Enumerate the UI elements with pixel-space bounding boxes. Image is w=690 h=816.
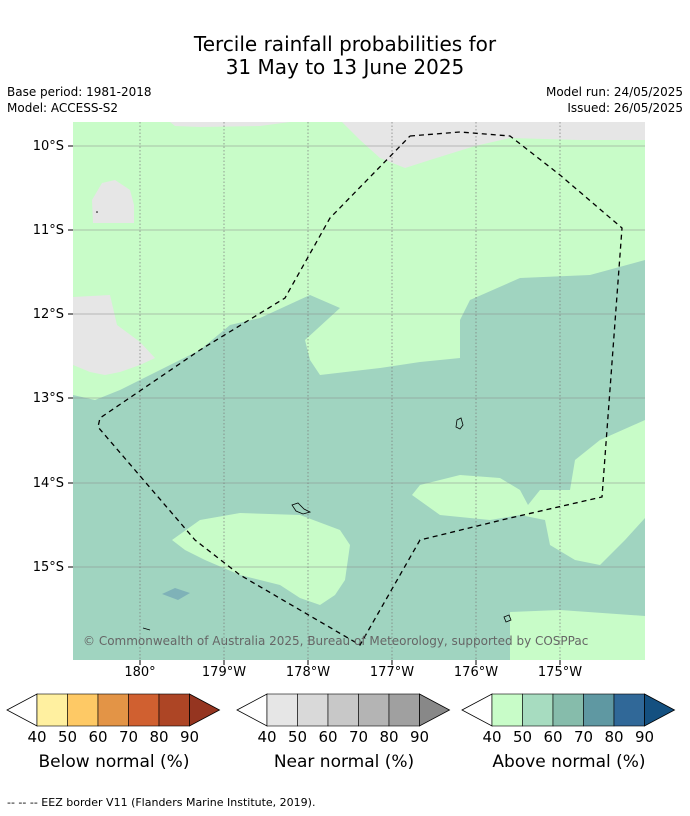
colorbar-extend-low [236,693,268,727]
colorbar-tick-label: 90 [179,728,200,746]
region-near-40-nw [92,180,134,223]
colorbar-segment [297,693,329,727]
lon-label-180: 180° [124,665,156,680]
eez-footnote: -- -- -- EEZ border V11 (Flanders Marine… [7,796,316,809]
copyright-text: © Commonwealth of Australia 2025, Bureau… [83,634,588,648]
colorbar-extend-high [644,693,676,727]
colorbar-extend-high [189,693,221,727]
colorbar-segment [583,693,615,727]
colorbar-tick-label: 80 [379,728,399,746]
region-above-40-east [412,420,645,565]
latitude-gridlines [73,145,645,568]
region-above-40-southeast [510,610,645,660]
colorbar-tick-label: 70 [348,728,369,746]
colorbar-below-normal [6,693,221,727]
colorbar-segment [327,693,359,727]
colorbar-title-near: Near normal (%) [273,752,415,772]
region-above-40-south [172,513,350,605]
map-title-line2: 31 May to 13 June 2025 [225,55,465,79]
lon-label-179w: 179°W [201,665,247,680]
colorbar-tick-label: 60 [88,728,108,746]
colorbar-segment [613,693,645,727]
lat-label-14s: 14°S [32,476,64,491]
colorbar-above-normal [461,693,676,727]
colorbar-segment [552,693,584,727]
island-east [455,417,464,430]
model-name: Model: ACCESS-S2 [7,101,119,115]
colorbar-tick-label: 60 [543,728,563,746]
island-south [291,502,312,515]
colorbar-tick-label: 70 [118,728,139,746]
lon-label-175w: 175°W [537,665,583,680]
colorbar-tick-label: 40 [257,728,277,746]
colorbar-tick-label: 50 [287,728,308,746]
issued-date: Issued: 26/05/2025 [567,101,683,115]
island-southwest [142,627,151,631]
region-near-40-top [170,122,290,127]
lon-label-176w: 176°W [453,665,499,680]
model-run: Model run: 24/05/2025 [545,85,683,99]
region-above-60-patch [162,588,190,600]
colorbar-tick-label: 80 [149,728,169,746]
region-above-40-north [73,122,645,400]
colorbar-tick-label: 90 [409,728,430,746]
colorbar-segment [266,693,298,727]
colorbar-tick-label: 40 [482,728,502,746]
lat-label-15s: 15°S [32,560,64,575]
colorbar-segment [522,693,554,727]
base-period: Base period: 1981-2018 [7,85,152,99]
colorbar-tick-label: 50 [512,728,533,746]
colorbar-extend-high [419,693,451,727]
colorbar-title-below: Below normal (%) [38,752,190,772]
lat-label-13s: 13°S [32,391,64,406]
colorbar-tick-label: 90 [634,728,655,746]
lat-label-12s: 12°S [32,307,64,322]
rainfall-map: © Commonwealth of Australia 2025, Bureau… [68,122,645,665]
longitude-gridlines [139,122,561,660]
region-near-40-west [73,295,155,375]
lon-label-178w: 178°W [285,665,331,680]
eez-border [97,131,623,646]
colorbar-tick-label: 50 [57,728,78,746]
colorbar-title-above: Above normal (%) [492,752,646,772]
colorbar-segment [36,693,68,727]
colorbar-tick-label: 70 [573,728,594,746]
lat-label-10s: 10°S [32,139,64,154]
colorbar-segment [97,693,129,727]
colorbar-tick-label: 60 [318,728,338,746]
region-near-40-top2 [342,122,645,168]
colorbars [6,693,676,727]
colorbar-extend-low [461,693,493,727]
colorbar-extend-low [6,693,38,727]
axis-ticks [68,145,561,665]
colorbar-segment [158,693,190,727]
lon-label-177w: 177°W [369,665,415,680]
map-title-line1: Tercile rainfall probabilities for [193,32,497,56]
colorbar-segment [67,693,99,727]
colorbar-tick-label: 40 [27,728,47,746]
colorbar-segment [388,693,420,727]
colorbar-tick-label: 80 [604,728,624,746]
island-southeast [503,614,512,623]
colorbar-segment [358,693,390,727]
colorbar-segment [128,693,160,727]
island-dot [96,211,98,213]
lat-label-11s: 11°S [32,223,64,238]
colorbar-segment [491,693,523,727]
colorbar-near-normal [236,693,451,727]
